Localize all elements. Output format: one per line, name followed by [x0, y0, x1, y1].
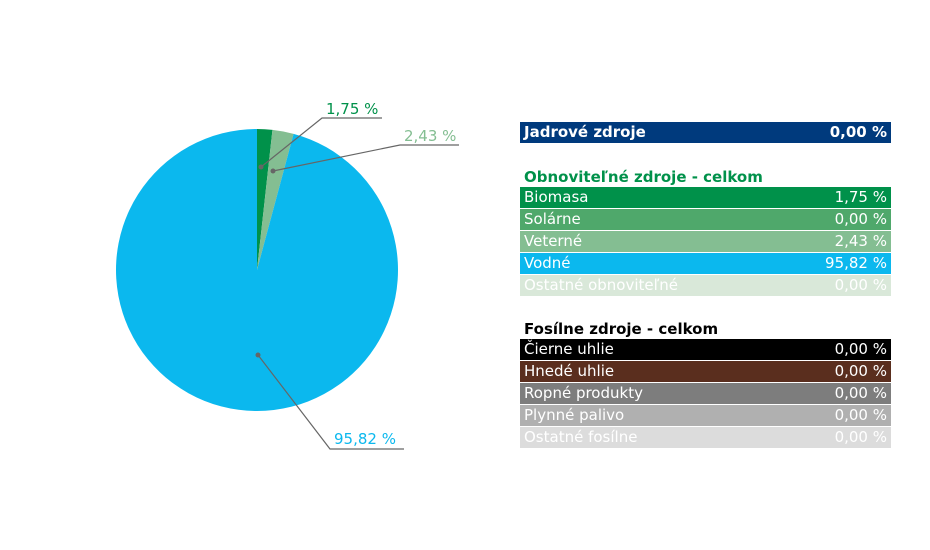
- legend-renewable: Obnoviteľné zdroje - celkom Biomasa 1,75 …: [520, 167, 891, 297]
- legend-row-nuclear: Jadrové zdroje 0,00 %: [520, 122, 891, 143]
- legend-value: 0,00 %: [834, 362, 887, 380]
- slice-data-label: 95,82 %: [334, 430, 396, 448]
- legend-label: Biomasa: [524, 188, 589, 206]
- legend-row: Vodné 95,82 %: [520, 253, 891, 274]
- legend-value: 0,00 %: [834, 428, 887, 446]
- legend-row: Čierne uhlie 0,00 %: [520, 339, 891, 360]
- legend-value: 0,00 %: [834, 340, 887, 358]
- legend-value: 0,00 %: [834, 384, 887, 402]
- legend-label: Čierne uhlie: [524, 340, 614, 358]
- legend-row: Biomasa 1,75 %: [520, 187, 891, 208]
- legend-label: Hnedé uhlie: [524, 362, 615, 380]
- legend-label: Ropné produkty: [524, 384, 643, 402]
- legend-value: 0,00 %: [834, 210, 887, 228]
- legend-row: Ropné produkty 0,00 %: [520, 383, 891, 404]
- legend-label: Solárne: [524, 210, 581, 228]
- legend-row: Ostatné fosílne 0,00 %: [520, 427, 891, 448]
- legend-row: Plynné palivo 0,00 %: [520, 405, 891, 426]
- slice-data-label: 2,43 %: [404, 127, 456, 145]
- pie-slice: [257, 129, 273, 270]
- slice-data-label: 1,75 %: [326, 100, 378, 118]
- legend-value: 1,75 %: [834, 188, 887, 206]
- legend-label: Ostatné fosílne: [524, 428, 638, 446]
- legend-label: Ostatné obnoviteľné: [524, 276, 678, 294]
- legend-value: 0,00 %: [829, 123, 887, 141]
- callout-line: [260, 117, 382, 168]
- legend-nuclear: Jadrové zdroje 0,00 %: [520, 122, 891, 144]
- legend-row: Ostatné obnoviteľné 0,00 %: [520, 275, 891, 296]
- legend-label: Veterné: [524, 232, 583, 250]
- legend-value: 0,00 %: [834, 406, 887, 424]
- legend-value: 2,43 %: [834, 232, 887, 250]
- pie-slice: [115, 129, 398, 411]
- callout-line: [257, 354, 404, 450]
- fossil-group-title: Fosílne zdroje - celkom: [524, 320, 719, 338]
- legend-row: Solárne 0,00 %: [520, 209, 891, 230]
- legend-value: 95,82 %: [825, 254, 887, 272]
- pie-slice: [257, 129, 294, 270]
- legend-fossil: Fosílne zdroje - celkom Čierne uhlie 0,00…: [520, 319, 891, 449]
- legend-value: 0,00 %: [834, 276, 887, 294]
- renewable-group-title: Obnoviteľné zdroje - celkom: [524, 168, 763, 186]
- legend-label: Plynné palivo: [524, 406, 625, 424]
- legend-label: Jadrové zdroje: [524, 123, 646, 141]
- callout-line: [272, 144, 459, 172]
- legend-row: Veterné 2,43 %: [520, 231, 891, 252]
- legend-row: Hnedé uhlie 0,00 %: [520, 361, 891, 382]
- legend-label: Vodné: [524, 254, 571, 272]
